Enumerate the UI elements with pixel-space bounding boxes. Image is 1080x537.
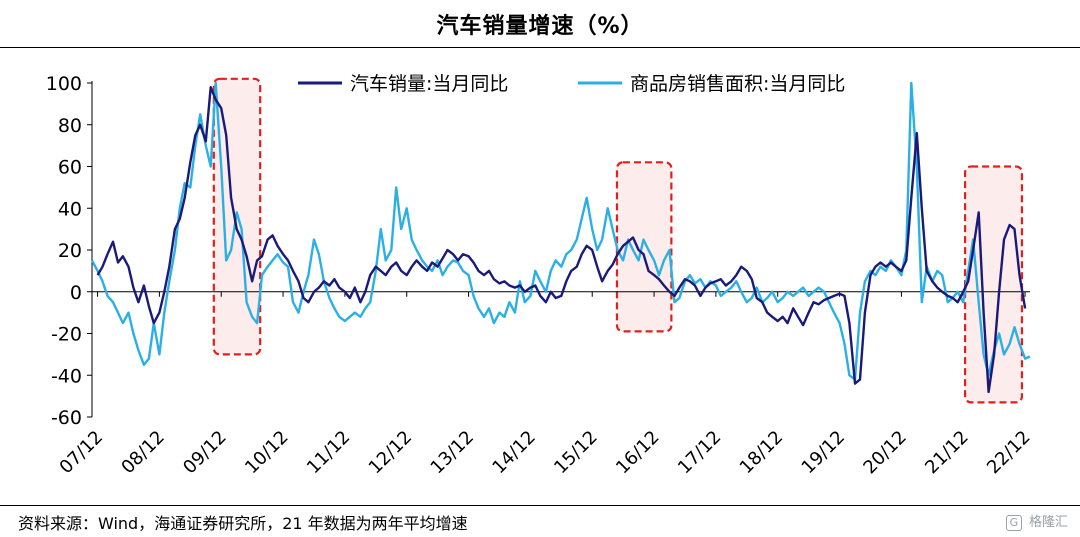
- y-tick-label: 20: [58, 240, 82, 262]
- chart-title: 汽车销量增速（%）: [436, 14, 644, 39]
- y-tick-label: 80: [58, 115, 82, 137]
- watermark-text: 格隆汇: [1028, 515, 1068, 530]
- highlight-box-2: [615, 161, 673, 333]
- y-tick-label: -60: [51, 407, 82, 429]
- watermark: G 格隆汇: [1005, 511, 1068, 531]
- x-tick-label: 07/12: [56, 427, 108, 479]
- highlight-boxes: [212, 77, 1024, 404]
- y-tick-label: 40: [58, 198, 82, 220]
- legend: 汽车销量:当月同比 商品房销售面积:当月同比: [298, 73, 845, 95]
- x-tick-label: 19/12: [798, 427, 850, 479]
- highlight-box-3: [963, 165, 1024, 404]
- y-tick-label: -40: [51, 365, 82, 387]
- legend-housing-sales-label: 商品房销售面积:当月同比: [630, 73, 845, 95]
- series-lines: [90, 81, 1031, 394]
- x-tick-label: 21/12: [921, 427, 973, 479]
- axes: [87, 81, 1030, 418]
- title-divider: [0, 47, 1080, 48]
- x-tick-label: 20/12: [859, 427, 911, 479]
- x-tick-label: 14/12: [488, 427, 540, 479]
- y-tick-label: 100: [46, 73, 82, 95]
- y-tick-label: -20: [51, 324, 82, 346]
- x-tick-label: 18/12: [736, 427, 788, 479]
- x-tick-label: 15/12: [550, 427, 602, 479]
- x-tick-label: 08/12: [117, 427, 169, 479]
- x-tick-labels: 07/12 08/12 09/12 10/12 11/12 12/12 13/12 14/12…: [56, 427, 1035, 479]
- y-tick-label: 0: [70, 282, 82, 304]
- x-tick-label: 12/12: [365, 427, 417, 479]
- watermark-logo-icon: G: [1005, 515, 1022, 531]
- x-tick-label: 11/12: [303, 427, 355, 479]
- x-tick-label: 17/12: [674, 427, 726, 479]
- legend-car-sales-label: 汽车销量:当月同比: [350, 73, 508, 95]
- series-line-car-sales: [96, 86, 1027, 394]
- source-note: 资料来源：Wind，海通证券研究所，21 年数据为两年平均增速: [18, 514, 468, 533]
- source-divider: [0, 505, 1080, 506]
- x-tick-label: 16/12: [612, 427, 664, 479]
- series-line-housing-sales: [90, 81, 1031, 381]
- y-tick-labels: -60 -40 -20 0 20 40 60 80 100: [46, 73, 82, 429]
- x-tick-label: 09/12: [179, 427, 231, 479]
- x-tick-label: 22/12: [983, 427, 1035, 479]
- x-tick-label: 10/12: [241, 427, 293, 479]
- y-tick-label: 60: [58, 157, 82, 179]
- x-tick-label: 13/12: [427, 427, 479, 479]
